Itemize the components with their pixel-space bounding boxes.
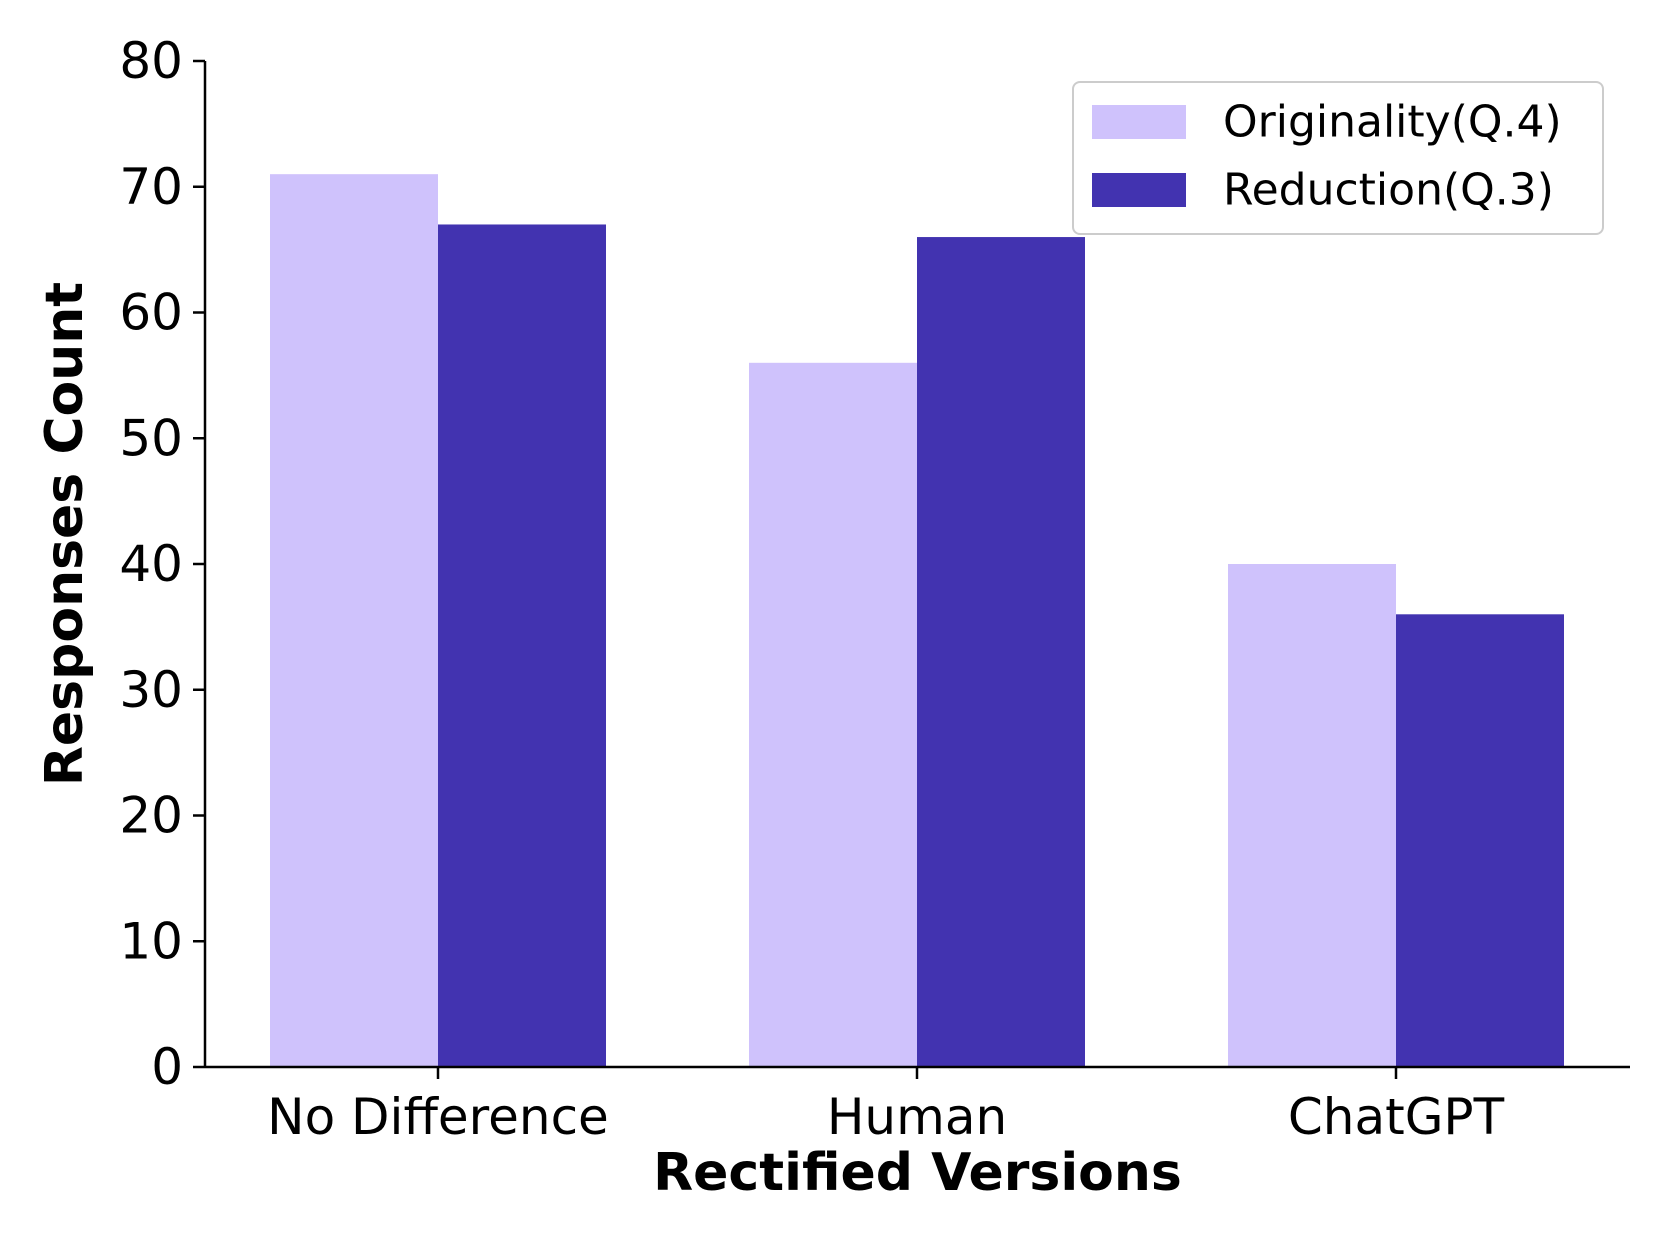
legend-label: Reduction(Q.3) [1223, 165, 1554, 216]
bars-group [270, 174, 1564, 1068]
x-ticks-group: No Difference Human ChatGPT [267, 1067, 1505, 1146]
bar-no-difference-series-2 [438, 224, 606, 1068]
y-tick-label: 10 [119, 912, 183, 970]
bar-no-difference-series-1 [270, 174, 438, 1068]
y-tick-label: 50 [119, 409, 183, 467]
legend: Originality(Q.4) Reduction(Q.3) [1072, 81, 1604, 235]
x-axis-title: Rectified Versions [653, 1143, 1182, 1203]
bar-human-series-1 [749, 362, 917, 1067]
bar-chatgpt-series-2 [1396, 614, 1564, 1067]
legend-swatch [1092, 105, 1186, 139]
x-tick-label: ChatGPT [1288, 1088, 1505, 1146]
y-tick-label: 40 [119, 535, 183, 593]
y-tick-label: 0 [151, 1038, 183, 1096]
bar-human-series-2 [917, 237, 1085, 1068]
y-tick-label: 20 [119, 787, 183, 845]
legend-frame [1072, 81, 1604, 235]
y-tick-label: 60 [119, 284, 183, 342]
y-ticks-group: 0 10 20 30 40 50 60 70 80 [119, 32, 205, 1096]
y-tick-label: 80 [119, 32, 183, 90]
legend-swatch [1092, 173, 1186, 207]
legend-items: Originality(Q.4) Reduction(Q.3) [1092, 97, 1562, 216]
y-axis-title: Responses Count [35, 282, 95, 786]
y-tick-label: 30 [119, 661, 183, 719]
x-tick-label: Human [827, 1088, 1007, 1146]
legend-label: Originality(Q.4) [1223, 97, 1562, 148]
bar-chatgpt-series-1 [1228, 564, 1396, 1067]
x-tick-label: No Difference [267, 1088, 609, 1146]
y-tick-label: 70 [119, 158, 183, 216]
